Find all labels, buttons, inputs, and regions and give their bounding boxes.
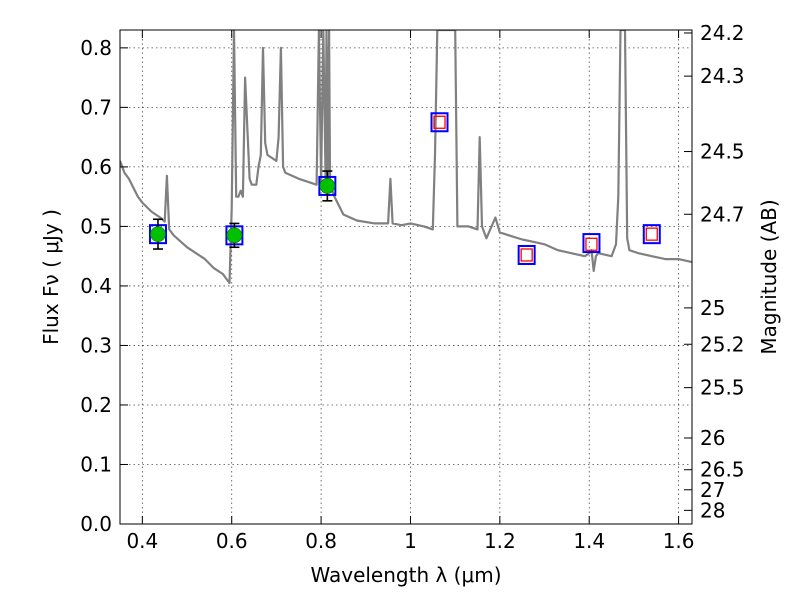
x-axis-title: Wavelength λ (μm) <box>310 563 501 587</box>
model-point-blue <box>642 224 661 245</box>
model-point-blue <box>517 244 536 265</box>
right-tick-label: 24.3 <box>700 64 745 88</box>
right-tick-label: 25.5 <box>700 376 745 400</box>
x-tick-label: 1.4 <box>573 529 605 553</box>
x-tick-label: 0.6 <box>216 529 248 553</box>
right-tick-label: 26.5 <box>700 458 745 482</box>
model-point-red <box>645 227 658 241</box>
model-spectrum-line <box>120 30 692 285</box>
right-tick-label: 26 <box>700 426 725 450</box>
x-tick-label: 0.8 <box>305 529 337 553</box>
right-tick-label: 28 <box>700 498 725 522</box>
y-tick-label: 0.2 <box>80 393 112 417</box>
photometry-point <box>319 178 336 194</box>
y-tick-label: 0.0 <box>80 512 112 536</box>
model-point-blue <box>582 233 601 254</box>
right-tick-label: 25.2 <box>700 332 745 356</box>
y-tick-label: 0.4 <box>80 274 112 298</box>
y-tick-label: 0.1 <box>80 452 112 476</box>
plot-frame <box>119 29 693 525</box>
x-tick-label: 1 <box>404 529 417 553</box>
points-layer <box>148 112 661 265</box>
x-tick-label: 1.2 <box>484 529 516 553</box>
ticks-layer: 0.4 0.6 0.8 1 1.2 1.4 1.6 0.0 0.1 0.2 0.3 0.4 0.5 0.6… <box>80 21 744 553</box>
right-tick-label: 25 <box>700 296 725 320</box>
x-tick-label: 0.4 <box>126 529 158 553</box>
plot-frame-group: 0.4 0.6 0.8 1 1.2 1.4 1.6 0.0 0.1 0.2 0.3 0.4 0.5 0.6… <box>80 21 744 553</box>
model-point-blue <box>430 112 449 133</box>
spectrum-layer <box>120 30 692 285</box>
photometry-point <box>150 226 166 242</box>
right-tick-label: 27 <box>700 478 725 502</box>
y-tick-label: 0.6 <box>80 155 112 179</box>
y-tick-label: 0.7 <box>80 95 112 119</box>
y-axis-right-title: Magnitude (AB) <box>757 199 781 354</box>
right-tick-label: 24.7 <box>700 202 745 226</box>
model-point-red <box>520 248 533 262</box>
photometry-point <box>226 227 243 244</box>
model-point-red <box>585 237 598 251</box>
right-tick-label: 24.2 <box>700 21 745 45</box>
model-point-red <box>433 115 446 129</box>
right-tick-label: 24.5 <box>700 140 745 164</box>
y-tick-label: 0.5 <box>80 214 112 238</box>
y-axis-title: Flux Fν ( μJy ) <box>39 209 63 345</box>
x-tick-label: 1.6 <box>663 529 695 553</box>
grid-layer <box>120 30 692 525</box>
y-tick-label: 0.8 <box>80 36 112 60</box>
y-tick-label: 0.3 <box>80 333 112 357</box>
